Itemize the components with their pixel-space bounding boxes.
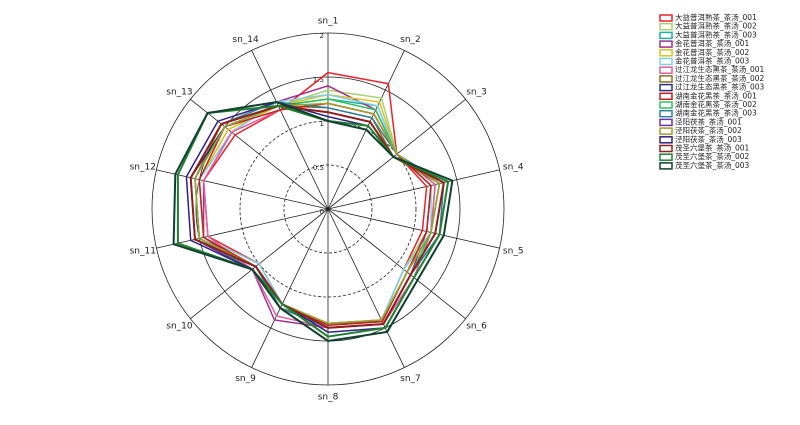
legend-swatch [659, 22, 673, 31]
axis-label: sn_11 [130, 246, 156, 256]
axis-label: sn_13 [166, 87, 192, 97]
series-line [172, 100, 454, 343]
legend-label: 金花普洱茶_茶汤_002 [675, 47, 750, 57]
legend-swatch [659, 14, 673, 22]
legend-swatch [659, 153, 673, 161]
legend-label: 泾阳茯茶_茶汤_003 [675, 134, 742, 144]
r-tick-label: 2 [320, 32, 324, 40]
legend-swatch [659, 109, 673, 118]
legend-swatch [659, 49, 673, 57]
legend-label: 茂圣六堡茶_茶汤_001 [675, 143, 750, 153]
legend-label: 金花普洱茶_茶汤_001 [675, 38, 750, 48]
axis-label: sn_8 [318, 393, 339, 403]
legend-label: 大益普洱熟茶_茶汤_003 [675, 29, 757, 39]
axis-label: sn_1 [318, 17, 339, 27]
axis-line [251, 50, 329, 210]
axis-label: sn_12 [130, 163, 156, 173]
legend-label: 大益普洱熟茶_茶汤_001 [675, 12, 757, 22]
series-line [189, 105, 445, 329]
legend-label: 湖南金花黑茶_茶汤_003 [675, 108, 757, 118]
axis-label: sn_5 [503, 246, 524, 256]
series-line [198, 89, 432, 325]
r-tick-label: 1 [320, 120, 324, 128]
legend-label: 泾阳茯茶_茶汤_002 [675, 125, 742, 135]
axis-line [156, 208, 329, 249]
legend-swatch [659, 75, 673, 83]
legend-swatch [659, 127, 673, 135]
legend-label: 大益普洱熟茶_茶汤_002 [675, 21, 757, 31]
axis-line [156, 169, 329, 210]
legend-swatch [659, 40, 673, 48]
legend-swatch [659, 144, 673, 153]
series-line [198, 93, 436, 325]
legend-label: 湖南金花黑茶_茶汤_001 [675, 90, 757, 100]
r-tick-label: 0.5 [313, 164, 324, 172]
legend-swatch [659, 101, 673, 109]
axis-line [251, 208, 329, 368]
series-line [189, 104, 445, 329]
legend-swatch [659, 83, 673, 92]
grid-circle [239, 120, 417, 298]
legend-label: 泾阳茯茶_茶汤_001 [675, 116, 742, 126]
legend-label: 金花普洱茶_茶汤_003 [675, 56, 750, 66]
axis-label: sn_4 [503, 163, 524, 173]
axis-line [327, 169, 500, 210]
legend-label: 过江龙生态黑茶_茶汤_001 [675, 64, 765, 74]
axis-line [327, 208, 466, 320]
axis-line [190, 98, 329, 210]
legend-label: 过江龙生态黑茶_茶汤_002 [675, 73, 765, 83]
legend-swatch [659, 57, 673, 66]
axis-label: sn_6 [466, 322, 487, 332]
axis-label: sn_14 [232, 35, 259, 45]
legend-swatch [659, 162, 673, 170]
legend-swatch [659, 31, 673, 40]
series-line [189, 105, 445, 329]
legend-label: 过江龙生态黑茶_茶汤_003 [675, 82, 765, 92]
axis-label: sn_3 [466, 87, 487, 97]
axis-label: sn_2 [400, 35, 421, 45]
axis-label: sn_9 [235, 374, 256, 384]
legend-swatch [659, 92, 673, 101]
axis-label: sn_10 [166, 322, 193, 332]
legend-swatch [659, 66, 673, 74]
series-line [198, 93, 432, 325]
legend-label: 湖南金花黑茶_茶汤_002 [675, 99, 757, 109]
legend-label: 茂圣六堡茶_茶汤_002 [675, 151, 750, 161]
axis-line [327, 208, 405, 368]
legend-swatch [659, 118, 673, 127]
legend-label: 茂圣六堡茶_茶汤_003 [675, 160, 750, 170]
axis-label: sn_7 [400, 374, 421, 384]
legend-swatch [659, 136, 673, 144]
axis-line [327, 208, 500, 249]
r-tick-label: 0 [320, 208, 324, 216]
